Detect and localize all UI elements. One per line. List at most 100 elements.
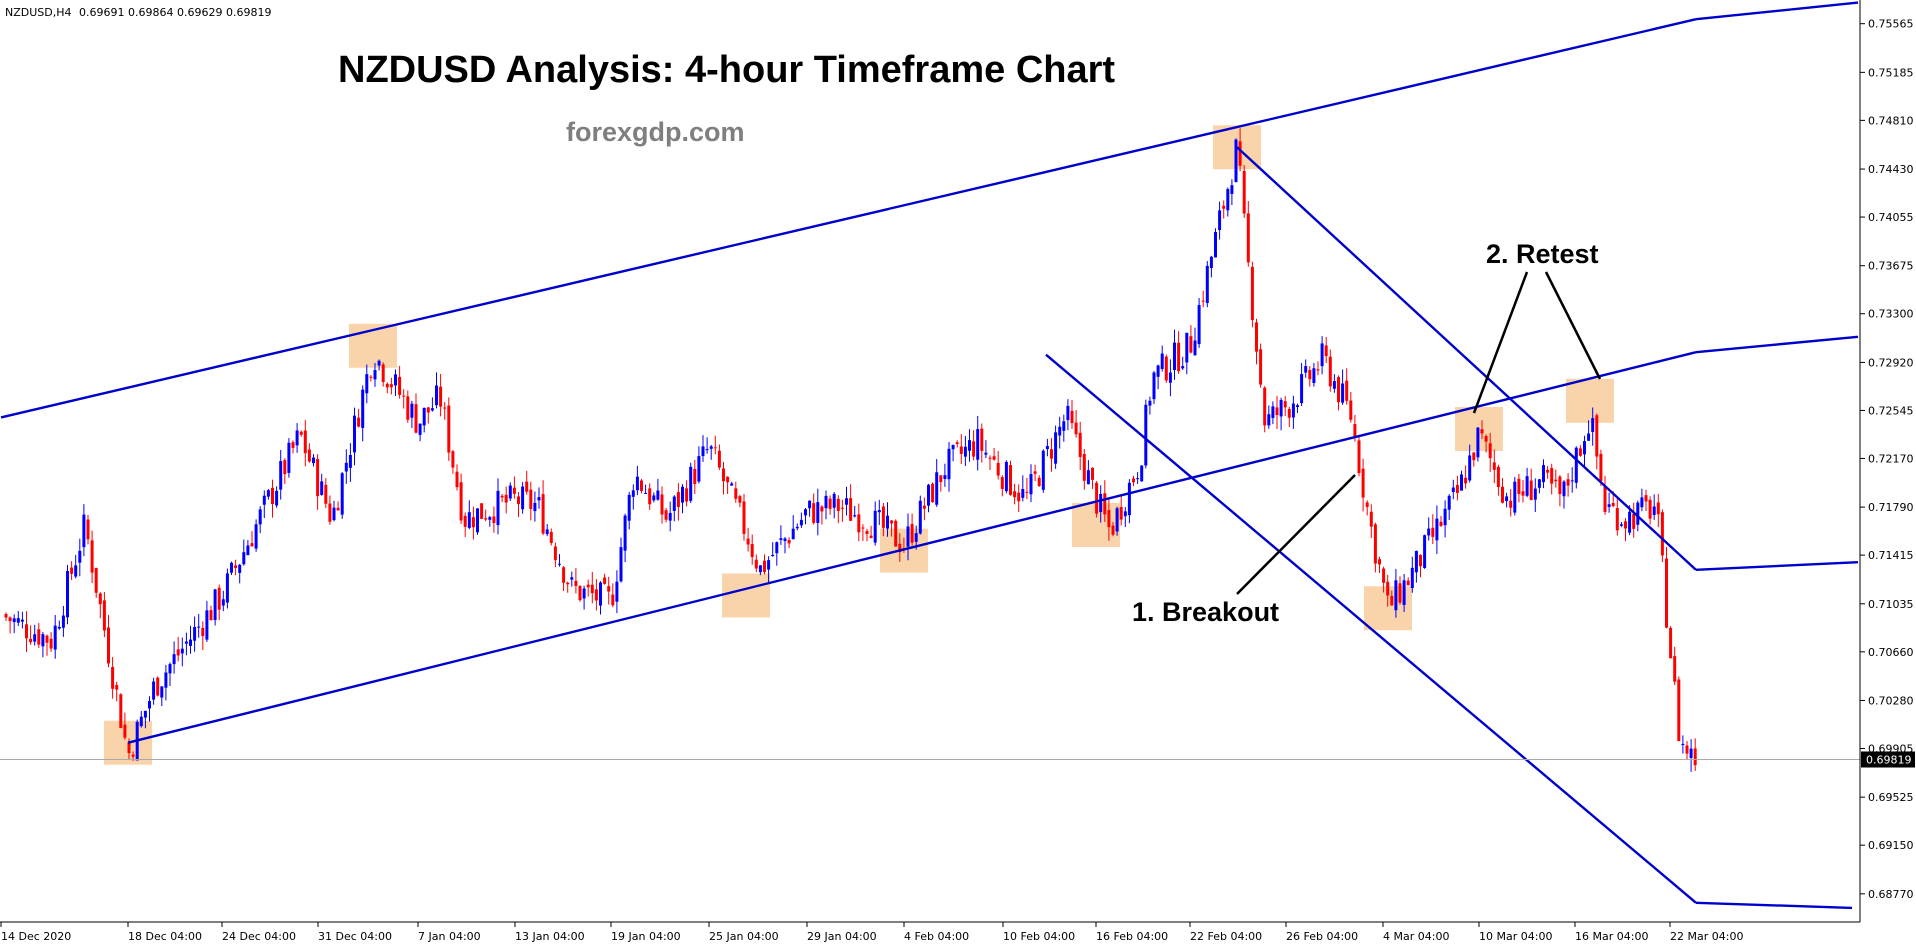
candle-body: [1652, 506, 1656, 515]
candle-body: [1525, 476, 1529, 496]
candle-body: [521, 486, 525, 510]
candle-body: [1000, 477, 1004, 489]
trendline: [127, 350, 1697, 744]
x-tick-label: 22 Feb 04:00: [1190, 930, 1262, 943]
candle-body: [1369, 511, 1373, 527]
candle-body: [1435, 518, 1439, 541]
candle-body: [537, 497, 541, 501]
candle-body: [1677, 679, 1681, 741]
y-tick-label: 0.75185: [1868, 66, 1914, 79]
candle-body: [1308, 369, 1312, 380]
candle-body: [939, 475, 943, 483]
candle-body: [1542, 465, 1545, 483]
candle-body: [918, 500, 922, 534]
candle-body: [1529, 480, 1533, 500]
candle-body: [693, 468, 697, 484]
candle-body: [1078, 432, 1082, 458]
candle-body: [303, 430, 307, 454]
candle-body: [324, 484, 328, 504]
candle-body: [1271, 406, 1275, 419]
candle-body: [1337, 377, 1340, 403]
candle-body: [500, 495, 504, 498]
candle-body: [1665, 558, 1668, 628]
candle-body: [295, 430, 299, 446]
trendline-extension: [1695, 335, 1859, 354]
candle-body: [927, 484, 930, 506]
candle-body: [1185, 332, 1189, 363]
candle-body: [1349, 400, 1353, 420]
candle-body: [217, 587, 221, 610]
candle-body: [1181, 366, 1185, 369]
candle-body: [644, 492, 648, 494]
candle-body: [1160, 353, 1164, 369]
candle-body: [840, 507, 844, 509]
candle-body: [1205, 265, 1209, 303]
candle-body: [1656, 502, 1660, 515]
candle-body: [1246, 213, 1250, 263]
candle-body: [980, 428, 984, 451]
candle-body: [1091, 467, 1094, 480]
candle-body: [344, 462, 348, 472]
candle-body: [1595, 415, 1599, 457]
candle-body: [394, 374, 397, 386]
candle-body: [656, 490, 660, 500]
candle-body: [184, 641, 188, 644]
candle-body: [1492, 462, 1496, 470]
candle-body: [90, 540, 94, 573]
x-tick-label: 24 Dec 04:00: [222, 930, 296, 943]
candle-body: [1066, 405, 1070, 421]
candle-body: [254, 524, 258, 549]
candle-body: [373, 370, 377, 380]
candle-body: [369, 376, 373, 378]
candle-body: [1574, 447, 1578, 483]
candle-body: [1029, 474, 1033, 495]
candle-body: [82, 514, 86, 548]
y-tick-label: 0.74810: [1868, 114, 1914, 127]
candle-body: [476, 508, 479, 533]
y-tick-label: 0.75565: [1868, 18, 1914, 31]
candle-body: [590, 584, 594, 594]
candle-body: [1628, 511, 1632, 533]
candle-body: [1119, 507, 1123, 520]
candles: [4, 128, 1697, 772]
candle-body: [12, 618, 16, 623]
candle-body: [307, 449, 311, 462]
candle-body: [1021, 489, 1025, 498]
candle-body: [258, 509, 262, 525]
candle-body: [1320, 343, 1324, 367]
candle-body: [1017, 492, 1021, 502]
candle-body: [430, 408, 434, 411]
candle-body: [16, 618, 20, 623]
candle-body: [197, 626, 201, 628]
x-tick-label: 25 Jan 04:00: [709, 930, 779, 943]
candle-body: [336, 507, 340, 511]
candle-body: [1394, 580, 1398, 611]
symbol-label: NZDUSD,H4 0.69691 0.69864 0.69629 0.6981…: [5, 6, 271, 19]
candle-body: [1398, 583, 1402, 603]
candle-body: [820, 506, 824, 512]
candle-body: [734, 488, 738, 499]
x-tick-label: 13 Jan 04:00: [515, 930, 585, 943]
candle-body: [1070, 410, 1074, 424]
candle-body: [869, 535, 873, 538]
candle-body: [1509, 500, 1513, 508]
candle-body: [1103, 493, 1107, 515]
candle-body: [1472, 452, 1476, 461]
candle-body: [299, 431, 303, 435]
x-tick-label: 14 Dec 2020: [1, 930, 71, 943]
candle-body: [607, 586, 611, 592]
candle-body: [668, 512, 672, 521]
candle-body: [1468, 455, 1472, 481]
candle-body: [234, 565, 238, 569]
candle-body: [1521, 491, 1525, 496]
candle-body: [312, 457, 315, 464]
candle-body: [1361, 468, 1365, 498]
candle-body: [1562, 481, 1566, 497]
candle-body: [996, 462, 1000, 476]
candle-body: [1209, 256, 1213, 268]
candle-body: [1300, 374, 1304, 404]
candle-body: [611, 594, 615, 606]
annotation-arrows: [1236, 271, 1602, 595]
